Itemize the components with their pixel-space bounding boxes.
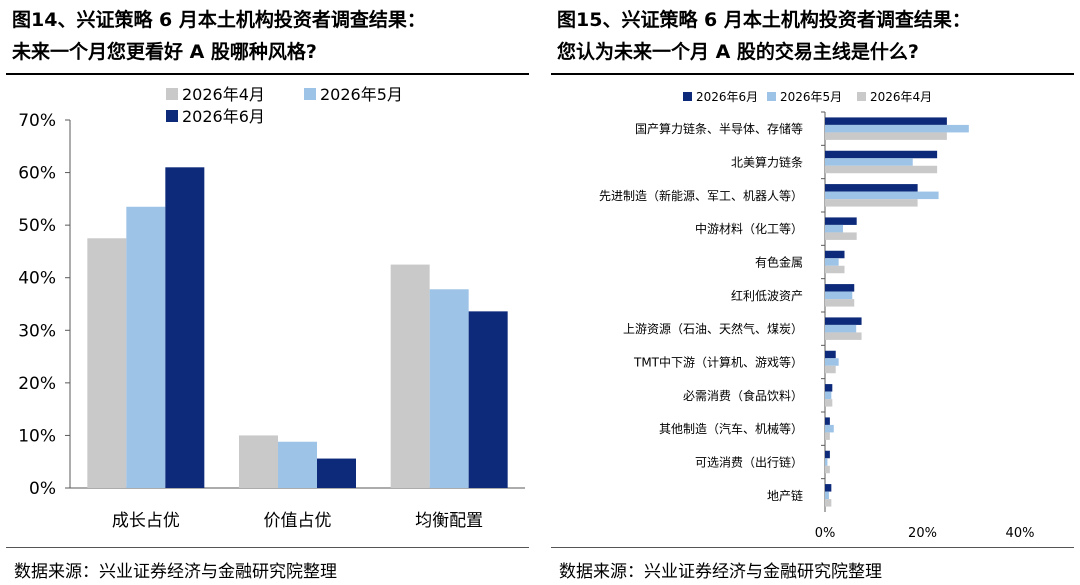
right-bar	[825, 299, 855, 307]
right-bar	[825, 365, 836, 374]
right-bar	[825, 358, 839, 366]
right-bar	[825, 384, 833, 392]
left-figure-panel: 图14、兴证策略 6 月本土机构投资者调查结果： 未来一个月您更看好 A 股哪种…	[0, 0, 535, 585]
left-source-rule	[6, 547, 529, 548]
left-bar	[317, 458, 356, 488]
right-y-tick-label: 有色金属	[755, 255, 803, 270]
left-legend-label: 2026年6月	[182, 107, 265, 126]
right-y-tick-label: 北美算力链条	[731, 155, 803, 170]
right-bar	[825, 191, 939, 200]
right-bar	[825, 124, 969, 133]
right-x-tick-label: 20%	[908, 526, 937, 541]
left-bar-chart: 0% 10% 20% 30% 40% 50% 60% 70% 成长占优 价值占优 均衡配置 2026年…	[18, 85, 525, 531]
right-bar	[825, 250, 845, 259]
right-bar	[825, 484, 832, 492]
left-bar	[239, 435, 278, 488]
right-bar	[825, 491, 829, 500]
right-bar	[825, 450, 830, 459]
right-title-rule	[551, 73, 1074, 75]
right-legend-swatch	[683, 92, 692, 101]
right-x-tick-label: 40%	[1006, 526, 1035, 541]
right-bar	[825, 217, 857, 225]
right-bar	[825, 158, 913, 166]
right-source-rule	[551, 547, 1074, 548]
left-bar	[165, 167, 205, 489]
right-bar	[825, 184, 918, 192]
left-y-tick-label: 40%	[18, 269, 56, 289]
left-bar	[468, 311, 508, 488]
left-legend-label: 2026年4月	[182, 85, 265, 104]
left-x-tick-label: 成长占优	[112, 511, 180, 531]
right-figure-panel: 图15、兴证策略 6 月本土机构投资者调查结果： 您认为未来一个月 A 股的交易…	[545, 0, 1080, 585]
right-bar	[825, 324, 857, 333]
right-y-tick-label: TMT中下游（计算机、游戏等）	[633, 355, 803, 370]
right-bar	[825, 258, 839, 266]
left-y-tick-label: 0%	[29, 479, 56, 499]
right-bar	[825, 284, 855, 292]
right-bar	[825, 224, 844, 233]
right-y-tick-label: 先进制造（新能源、军工、机器人等）	[599, 188, 803, 203]
left-figure-title-line2: 未来一个月您更看好 A 股哪种风格?	[12, 41, 317, 63]
right-bar	[825, 117, 947, 125]
right-source-note: 数据来源：兴业证券经济与金融研究院整理	[559, 562, 882, 582]
left-title-rule	[6, 73, 529, 75]
right-legend-swatch	[767, 92, 776, 101]
right-y-tick-label: 红利低波资产	[731, 288, 803, 303]
right-figure-title-line2: 您认为未来一个月 A 股的交易主线是什么?	[557, 41, 919, 63]
left-legend-swatch	[304, 88, 316, 100]
right-bar	[825, 458, 828, 466]
left-y-tick-label: 10%	[18, 426, 56, 446]
right-y-tick-label: 上游资源（石油、天然气、煤炭）	[623, 321, 803, 336]
right-legend-swatch	[857, 92, 866, 101]
left-bar	[390, 264, 430, 488]
right-bar	[825, 332, 862, 340]
right-bar	[825, 350, 836, 359]
right-bar	[825, 424, 834, 433]
right-y-tick-label: 国产算力链条、半导体、存储等	[635, 121, 803, 136]
left-y-tick-label: 50%	[18, 216, 56, 236]
left-y-tick-label: 20%	[18, 374, 56, 394]
right-bar	[825, 417, 830, 425]
right-y-tick-label: 必需消费（食品饮料）	[683, 388, 803, 403]
left-source-note: 数据来源：兴业证券经济与金融研究院整理	[14, 562, 337, 582]
right-bar	[825, 399, 833, 407]
right-bar	[825, 391, 832, 400]
left-legend-swatch	[166, 110, 178, 122]
right-bar	[825, 150, 938, 159]
right-y-tick-label: 地产链	[767, 488, 803, 503]
right-y-tick-label: 其他制造（汽车、机械等）	[659, 421, 803, 436]
right-bar	[825, 232, 857, 240]
right-bar	[825, 165, 938, 174]
left-bar	[429, 289, 469, 488]
right-bar	[825, 317, 862, 325]
left-figure-title-line1: 图14、兴证策略 6 月本土机构投资者调查结果：	[12, 9, 426, 31]
right-bar	[825, 132, 947, 140]
left-bar	[126, 206, 166, 488]
left-legend-label: 2026年5月	[320, 85, 403, 104]
left-bar	[87, 238, 127, 488]
right-legend-label: 2026年4月	[870, 90, 932, 104]
right-bar	[825, 499, 832, 507]
right-legend-label: 2026年6月	[696, 90, 758, 104]
left-y-tick-label: 70%	[18, 111, 56, 131]
right-legend-label: 2026年5月	[780, 90, 842, 104]
right-x-tick-label: 0%	[815, 526, 836, 541]
right-figure-title-line1: 图15、兴证策略 6 月本土机构投资者调查结果：	[557, 9, 971, 31]
right-bar	[825, 432, 830, 440]
right-y-tick-label: 可选消费（出行链）	[695, 455, 803, 470]
left-bar	[278, 441, 317, 488]
right-bar	[825, 291, 853, 300]
left-x-tick-label: 价值占优	[264, 511, 332, 531]
right-y-tick-label: 中游材料（化工等）	[695, 221, 803, 236]
left-legend-swatch	[166, 88, 178, 100]
left-y-tick-label: 60%	[18, 164, 56, 184]
right-bar	[825, 265, 845, 274]
left-y-tick-label: 30%	[18, 321, 56, 341]
right-bar	[825, 199, 918, 207]
left-x-tick-label: 均衡配置	[415, 511, 483, 531]
right-bar	[825, 465, 830, 474]
